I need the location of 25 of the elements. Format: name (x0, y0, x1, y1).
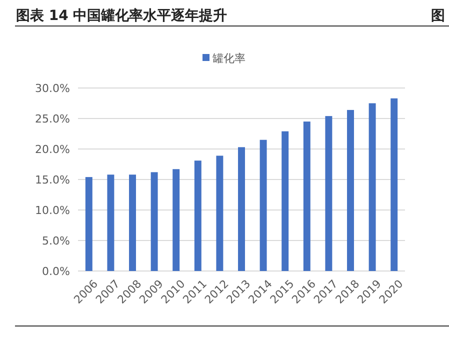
bar (368, 103, 376, 271)
bar (325, 116, 332, 271)
bar (303, 122, 310, 271)
text: 图 (431, 8, 445, 24)
bar (85, 177, 92, 271)
y-tick-label: 25.0% (35, 112, 70, 126)
y-tick-label: 10.0% (35, 204, 70, 217)
bar (282, 131, 289, 271)
y-tick-label: 30.0% (35, 82, 70, 95)
bar (260, 140, 267, 271)
bar (194, 160, 202, 271)
y-tick-label: 20.0% (35, 142, 70, 156)
chart-title: 图表 14 中国罐化率水平逐年提升 (16, 7, 228, 24)
y-tick-label: 5.0% (42, 234, 70, 248)
bar (238, 147, 245, 271)
bar (347, 110, 354, 271)
y-tick-label: 0.0% (42, 264, 70, 278)
bar (390, 98, 398, 271)
bar (172, 169, 180, 271)
bar (216, 156, 224, 271)
y-tick-label: 15.0% (35, 173, 70, 186)
bar (129, 174, 136, 271)
bar (107, 174, 114, 271)
legend-label: 罐化率 (212, 52, 246, 65)
bar (150, 172, 158, 271)
